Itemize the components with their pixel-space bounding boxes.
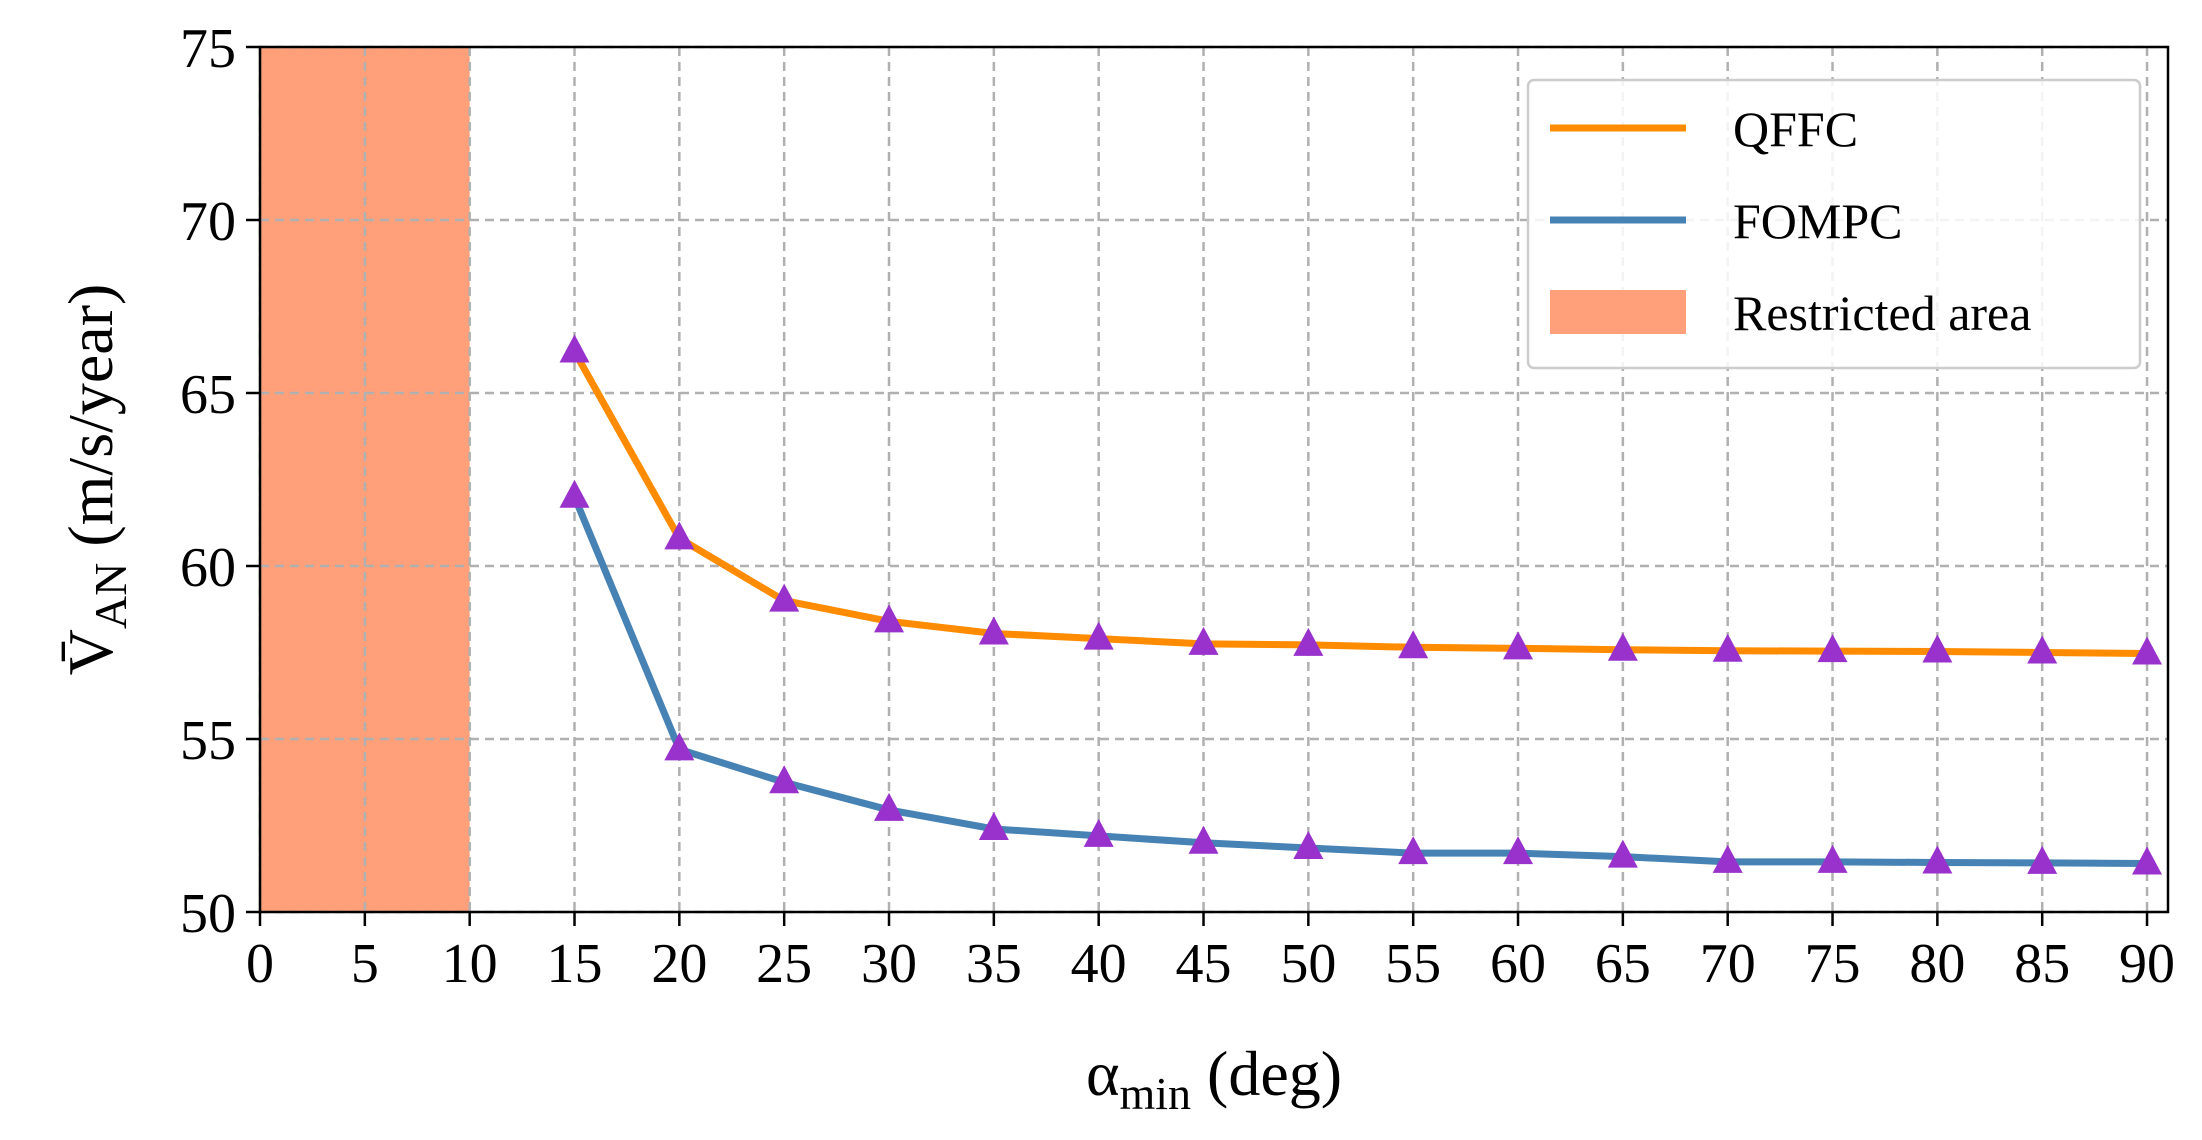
x-tick-label: 60 xyxy=(1490,933,1546,995)
x-axis-label: αmin (deg) xyxy=(1086,1038,1342,1119)
y-tick-label: 60 xyxy=(180,537,236,599)
axis-ticks: 0 5 10 15 20 25 30 35 40 45 50 55 60 65 70 75 80 85 90 50 55… xyxy=(180,18,2175,995)
series-line-qffc xyxy=(571,349,2148,658)
x-tick-label: 85 xyxy=(2014,933,2070,995)
data-point-fompc xyxy=(1503,836,1534,865)
data-point-fompc xyxy=(664,732,695,761)
legend-swatch-restricted-area xyxy=(1550,290,1686,334)
data-point-fompc xyxy=(1188,825,1219,854)
data-point-fompc xyxy=(874,792,905,821)
x-tick-label: 25 xyxy=(756,933,812,995)
data-point-fompc xyxy=(978,811,1009,840)
data-point-qffc xyxy=(1083,621,1114,650)
y-tick-label: 55 xyxy=(180,710,236,772)
data-point-qffc xyxy=(2027,635,2058,664)
legend-label-restricted-area: Restricted area xyxy=(1733,285,2031,341)
data-point-fompc xyxy=(559,479,590,508)
x-tick-label: 30 xyxy=(861,933,917,995)
x-tick-label: 5 xyxy=(351,933,379,995)
legend: QFFC FOMPC Restricted area xyxy=(1526,78,2142,370)
data-point-qffc xyxy=(2132,636,2163,665)
x-tick-label: 45 xyxy=(1176,933,1232,995)
x-tick-label: 50 xyxy=(1280,933,1336,995)
data-point-qffc xyxy=(559,334,590,363)
y-tick-label: 75 xyxy=(180,18,236,80)
data-point-qffc xyxy=(874,604,905,633)
y-tick-label: 65 xyxy=(180,364,236,426)
series-lines xyxy=(571,349,2148,868)
data-point-fompc xyxy=(2027,845,2058,874)
data-point-fompc xyxy=(1398,836,1429,865)
legend-label-qffc: QFFC xyxy=(1733,101,1858,157)
data-point-qffc xyxy=(664,521,695,550)
x-tick-label: 15 xyxy=(547,933,603,995)
data-point-qffc xyxy=(1607,632,1638,661)
x-tick-label: 20 xyxy=(651,933,707,995)
data-point-qffc xyxy=(1817,634,1848,663)
x-tick-label: 10 xyxy=(442,933,498,995)
data-point-fompc xyxy=(1083,818,1114,847)
x-tick-label: 55 xyxy=(1385,933,1441,995)
x-tick-label: 0 xyxy=(246,933,274,995)
data-point-qffc xyxy=(1293,627,1324,656)
data-point-fompc xyxy=(1293,830,1324,859)
data-point-fompc xyxy=(769,765,800,794)
x-tick-label: 80 xyxy=(1909,933,1965,995)
plot-frame xyxy=(258,45,2170,914)
x-tick-label: 70 xyxy=(1700,933,1756,995)
x-tick-label: 40 xyxy=(1071,933,1127,995)
data-point-fompc xyxy=(1922,845,1953,874)
data-markers xyxy=(559,334,2163,875)
legend-label-fompc: FOMPC xyxy=(1733,193,1903,249)
data-point-qffc xyxy=(1503,631,1534,660)
y-axis-label: V̄AN(m/s/year) xyxy=(55,284,136,676)
data-point-qffc xyxy=(978,616,1009,645)
data-point-fompc xyxy=(2132,846,2163,875)
series-line-fompc xyxy=(571,495,2148,868)
x-tick-label: 65 xyxy=(1595,933,1651,995)
data-point-qffc xyxy=(1922,634,1953,663)
y-tick-label: 50 xyxy=(180,883,236,945)
x-tick-label: 90 xyxy=(2119,933,2175,995)
y-tick-label: 70 xyxy=(180,191,236,253)
data-point-qffc xyxy=(769,583,800,612)
data-point-qffc xyxy=(1712,633,1743,662)
x-tick-label: 35 xyxy=(966,933,1022,995)
data-point-qffc xyxy=(1398,630,1429,659)
data-point-qffc xyxy=(1188,626,1219,655)
data-point-fompc xyxy=(1712,844,1743,873)
data-point-fompc xyxy=(1607,839,1638,868)
x-tick-label: 75 xyxy=(1805,933,1861,995)
data-point-fompc xyxy=(1817,844,1848,873)
